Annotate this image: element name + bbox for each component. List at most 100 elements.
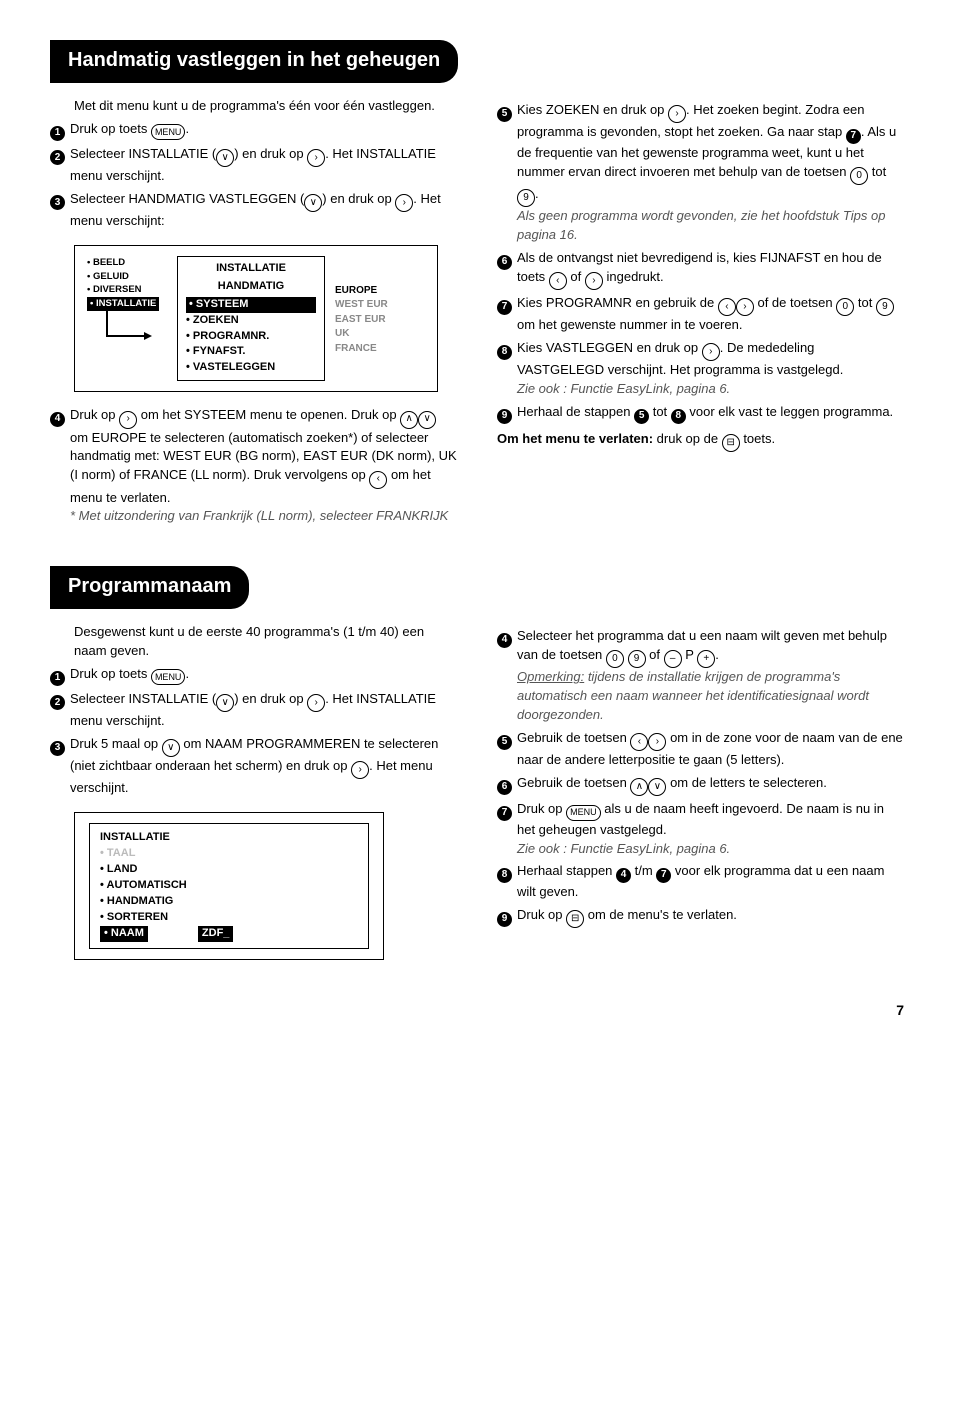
s7a: Kies PROGRAMNR en gebruik de bbox=[517, 295, 718, 310]
s28b: t/m bbox=[631, 863, 656, 878]
s27a: Druk op bbox=[517, 801, 566, 816]
step2-num-6: 6 bbox=[497, 780, 512, 795]
right-icon: › bbox=[351, 761, 369, 779]
scr2-f: • NAAM bbox=[100, 926, 148, 942]
down-icon: ∨ bbox=[418, 411, 436, 429]
step2-num-9: 9 bbox=[497, 912, 512, 927]
key-0-icon: 0 bbox=[836, 298, 854, 316]
s9b: tot bbox=[649, 404, 671, 419]
step-num-5: 5 bbox=[497, 107, 512, 122]
key-0-icon: 0 bbox=[606, 650, 624, 668]
section1-intro: Met dit menu kunt u de programma's één v… bbox=[50, 97, 457, 116]
right-icon: › bbox=[119, 411, 137, 429]
s8note: Zie ook : Functie EasyLink, pagina 6. bbox=[517, 380, 904, 399]
s22b: ) en druk op bbox=[234, 691, 307, 706]
s4a: Druk op bbox=[70, 407, 119, 422]
step2-num-5: 5 bbox=[497, 735, 512, 750]
step-1: 1 Druk op toets MENU. bbox=[50, 120, 457, 141]
down-icon: ∨ bbox=[304, 194, 322, 212]
scr-m-d: • FYNAFST. bbox=[186, 344, 316, 360]
s3b: ) en druk op bbox=[322, 191, 395, 206]
right-icon: › bbox=[648, 733, 666, 751]
scr-m-e: • VASTELEGGEN bbox=[186, 360, 316, 376]
s28a: Herhaal stappen bbox=[517, 863, 616, 878]
s9a: Herhaal de stappen bbox=[517, 404, 634, 419]
section2-right-col: 4 Selecteer het programma dat u een naam… bbox=[497, 623, 904, 969]
s7b: of de toetsen bbox=[754, 295, 836, 310]
step2-3: 3 Druk 5 maal op ∨ om NAAM PROGRAMMEREN … bbox=[50, 735, 457, 798]
exit-l: Om het menu te verlaten: bbox=[497, 431, 653, 446]
scr-m-t1: INSTALLATIE bbox=[186, 261, 316, 277]
step2-9: 9 Druk op ⊟ om de menu's te verlaten. bbox=[497, 906, 904, 928]
left-icon: ‹ bbox=[718, 298, 736, 316]
scr-l-c: • DIVERSEN bbox=[87, 283, 177, 297]
section1-left-col: Met dit menu kunt u de programma's één v… bbox=[50, 97, 457, 530]
s6b: of bbox=[567, 269, 585, 284]
s8a: Kies VASTLEGGEN en druk op bbox=[517, 340, 702, 355]
step2-6: 6 Gebruik de toetsen ∧∨ om de letters te… bbox=[497, 774, 904, 796]
step2-4: 4 Selecteer het programma dat u een naam… bbox=[497, 627, 904, 725]
s7d: om het gewenste nummer in te voeren. bbox=[517, 317, 742, 332]
right-icon: › bbox=[702, 343, 720, 361]
left-icon: ‹ bbox=[549, 272, 567, 290]
s4b: om het SYSTEEM menu te openen. Druk op bbox=[137, 407, 400, 422]
section1-title: Handmatig vastleggen in het geheugen bbox=[50, 40, 458, 83]
s2a: Selecteer INSTALLATIE ( bbox=[70, 146, 216, 161]
s7c: tot bbox=[854, 295, 876, 310]
step2-1: 1 Druk op toets MENU. bbox=[50, 665, 457, 686]
plus-icon: + bbox=[697, 650, 715, 668]
step2-num-3: 3 bbox=[50, 741, 65, 756]
step2-2: 2 Selecteer INSTALLATIE (∨) en druk op ›… bbox=[50, 690, 457, 731]
right-icon: › bbox=[395, 194, 413, 212]
ref-7b-icon: 7 bbox=[656, 868, 671, 883]
s24b bbox=[624, 647, 628, 662]
menu-button-icon: MENU bbox=[151, 124, 186, 140]
s22a: Selecteer INSTALLATIE ( bbox=[70, 691, 216, 706]
scr2-b: • LAND bbox=[100, 862, 358, 878]
s5e: . bbox=[535, 186, 539, 201]
down-icon: ∨ bbox=[162, 739, 180, 757]
step2-5: 5 Gebruik de toetsen ‹› om in de zone vo… bbox=[497, 729, 904, 770]
s29a: Druk op bbox=[517, 907, 566, 922]
scr2-c: • AUTOMATISCH bbox=[100, 878, 358, 894]
scr-m-t2: HANDMATIG bbox=[186, 279, 316, 295]
step2-7: 7 Druk op MENU als u de naam heeft ingev… bbox=[497, 800, 904, 858]
screen-diagram-2: INSTALLATIE • TAAL • LAND • AUTOMATISCH … bbox=[74, 812, 384, 960]
section2-title: Programmanaam bbox=[50, 566, 249, 609]
step-5: 5 Kies ZOEKEN en druk op ›. Het zoeken b… bbox=[497, 101, 904, 245]
s24e: . bbox=[715, 647, 719, 662]
step-9: 9 Herhaal de stappen 5 tot 8 voor elk va… bbox=[497, 403, 904, 424]
scr-r-c: EAST EUR bbox=[335, 313, 425, 328]
s27note: Zie ook : Functie EasyLink, pagina 6. bbox=[517, 840, 904, 859]
step-num-2: 2 bbox=[50, 150, 65, 165]
page-number: 7 bbox=[50, 1000, 904, 1020]
section-manual-tuning: Handmatig vastleggen in het geheugen Met… bbox=[50, 40, 904, 530]
s26a: Gebruik de toetsen bbox=[517, 775, 630, 790]
scr-l-a: • BEELD bbox=[87, 256, 177, 270]
step-2: 2 Selecteer INSTALLATIE (∨) en druk op ›… bbox=[50, 145, 457, 186]
step-4: 4 Druk op › om het SYSTEEM menu te opene… bbox=[50, 406, 457, 526]
ref-7-icon: 7 bbox=[846, 129, 861, 144]
s25a: Gebruik de toetsen bbox=[517, 730, 630, 745]
step-num-9: 9 bbox=[497, 409, 512, 424]
section2-left-col: Desgewenst kunt u de eerste 40 programma… bbox=[50, 623, 457, 969]
scr2-e: • SORTEREN bbox=[100, 910, 358, 926]
step2-num-1: 1 bbox=[50, 671, 65, 686]
s1-text: Druk op toets bbox=[70, 121, 151, 136]
ref-4-icon: 4 bbox=[616, 868, 631, 883]
s21: Druk op toets bbox=[70, 666, 151, 681]
key-9-icon: 9 bbox=[517, 189, 535, 207]
step-num-3: 3 bbox=[50, 195, 65, 210]
s5note: Als geen programma wordt gevonden, zie h… bbox=[517, 207, 904, 245]
down-icon: ∨ bbox=[648, 778, 666, 796]
menu-button-icon: MENU bbox=[151, 669, 186, 685]
section2-intro: Desgewenst kunt u de eerste 40 programma… bbox=[50, 623, 457, 661]
scr-m-c: • PROGRAMNR. bbox=[186, 329, 316, 345]
scr2-a: • TAAL bbox=[100, 846, 358, 862]
scr2-val: ZDF_ bbox=[198, 926, 234, 942]
left-icon: ‹ bbox=[630, 733, 648, 751]
s4note: * Met uitzondering van Frankrijk (LL nor… bbox=[70, 507, 457, 526]
scr-r-a: EUROPE bbox=[335, 284, 425, 299]
step2-num-8: 8 bbox=[497, 868, 512, 883]
step-num-6: 6 bbox=[497, 255, 512, 270]
